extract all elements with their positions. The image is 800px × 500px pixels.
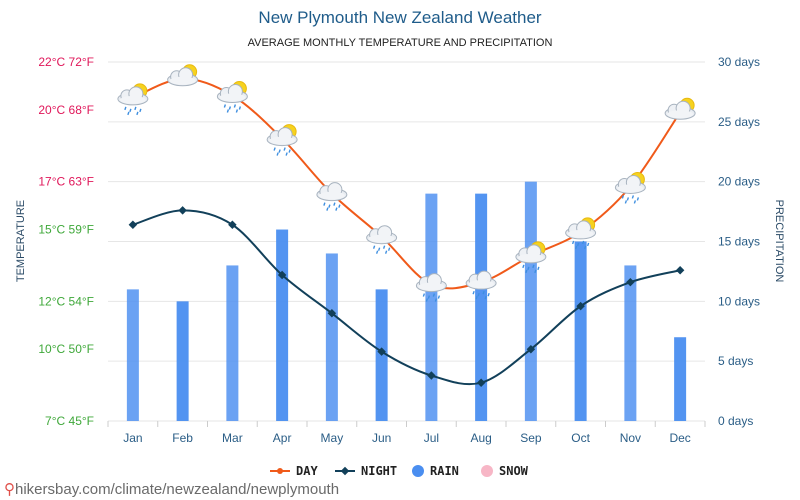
x-tick-label-nov: Nov bbox=[620, 431, 641, 445]
left-axis-ticks: 7°C 45°F 10°C 50°F 12°C 54°F 15°C 59°F 17°C … bbox=[38, 55, 94, 428]
left-tick-label: 10°C 50°F bbox=[38, 342, 94, 356]
x-tick-label-oct: Oct bbox=[571, 431, 590, 445]
rain-bar-sep bbox=[524, 181, 537, 421]
partly-cloudy-icon bbox=[167, 64, 199, 87]
night-point-jan bbox=[128, 220, 138, 229]
x-tick-label-mar: Mar bbox=[222, 431, 243, 445]
left-tick-label: 20°C 68°F bbox=[38, 103, 94, 117]
left-tick-label: 15°C 59°F bbox=[38, 223, 94, 237]
rain-bar-oct bbox=[574, 241, 587, 421]
x-tick-label-dec: Dec bbox=[669, 431, 690, 445]
cloud-rain-icon bbox=[316, 182, 348, 211]
partly-cloudy-rain-icon bbox=[565, 217, 597, 250]
rain-bar-may bbox=[325, 253, 338, 421]
x-tick-label-feb: Feb bbox=[172, 431, 193, 445]
partly-cloudy-rain-icon bbox=[117, 83, 149, 116]
rain-bar-feb bbox=[176, 301, 189, 421]
rain-bar-dec bbox=[674, 337, 687, 421]
rain-bar-nov bbox=[624, 265, 637, 421]
x-tick-label-sep: Sep bbox=[520, 431, 542, 445]
legend-item-snow[interactable]: SNOW bbox=[481, 464, 529, 478]
rain-bar-mar bbox=[226, 265, 239, 421]
footer-link[interactable]: hikersbay.com/climate/newzealand/newplym… bbox=[15, 481, 340, 498]
cloud-rain-icon bbox=[366, 225, 398, 254]
night-line bbox=[132, 209, 681, 386]
x-tick-label-aug: Aug bbox=[470, 431, 491, 445]
legend-label: SNOW bbox=[499, 464, 529, 478]
rain-bars bbox=[126, 181, 687, 421]
cloud-rain-icon bbox=[465, 270, 497, 300]
partly-cloudy-rain-icon bbox=[266, 124, 298, 156]
night-point-nov bbox=[626, 277, 635, 287]
night-point-dec bbox=[675, 265, 685, 275]
day-line bbox=[132, 77, 681, 290]
x-tick-label-apr: Apr bbox=[273, 431, 292, 445]
right-tick-label: 5 days bbox=[718, 354, 753, 368]
night-point-aug bbox=[476, 378, 486, 387]
night-point-feb bbox=[178, 206, 187, 215]
temperature-lines bbox=[128, 77, 685, 387]
legend-item-night[interactable]: NIGHT bbox=[335, 464, 397, 478]
legend-label: DAY bbox=[296, 464, 318, 478]
x-tick-label-jul: Jul bbox=[424, 431, 439, 445]
right-tick-label: 10 days bbox=[718, 294, 760, 308]
legend-label: RAIN bbox=[430, 464, 459, 478]
legend: DAY NIGHT RAIN SNOW bbox=[270, 464, 529, 478]
rain-bar-jan bbox=[126, 289, 139, 421]
map-pin-icon: ⚲ bbox=[4, 481, 15, 498]
rain-bar-apr bbox=[276, 229, 289, 421]
rain-bar-aug bbox=[475, 193, 488, 421]
chart-subtitle: AVERAGE MONTHLY TEMPERATURE AND PRECIPIT… bbox=[248, 37, 553, 49]
x-axis-ticks: Jan Feb Mar Apr May Jun Jul Aug Sep Oct Nov Dec bbox=[123, 431, 691, 445]
right-axis-ticks: 0 days 5 days 10 days 15 days 20 days 25 days… bbox=[718, 55, 760, 428]
partly-cloudy-rain-icon bbox=[614, 171, 646, 204]
night-point-may bbox=[327, 309, 337, 318]
right-tick-label: 0 days bbox=[718, 414, 753, 428]
grid-lines bbox=[107, 61, 706, 427]
footer[interactable]: ⚲hikersbay.com/climate/newzealand/newply… bbox=[4, 480, 339, 498]
left-tick-label: 22°C 72°F bbox=[38, 55, 94, 69]
left-tick-label: 17°C 63°F bbox=[38, 175, 94, 189]
x-tick-label-jan: Jan bbox=[123, 431, 142, 445]
weather-icons bbox=[117, 64, 696, 302]
right-tick-label: 30 days bbox=[718, 55, 760, 69]
right-tick-label: 15 days bbox=[718, 235, 760, 249]
right-axis-title: PRECIPITATION bbox=[773, 200, 785, 283]
night-point-mar bbox=[228, 220, 237, 229]
rain-bar-jul bbox=[425, 193, 438, 421]
left-tick-label: 7°C 45°F bbox=[45, 414, 94, 428]
partly-cloudy-icon bbox=[664, 97, 696, 120]
right-tick-label: 20 days bbox=[718, 175, 760, 189]
x-tick-label-jun: Jun bbox=[372, 431, 391, 445]
partly-cloudy-rain-icon bbox=[515, 241, 547, 274]
x-tick-label-may: May bbox=[321, 431, 344, 445]
legend-item-rain[interactable]: RAIN bbox=[412, 464, 459, 478]
cloud-rain-icon bbox=[415, 273, 447, 302]
night-point-oct bbox=[576, 301, 585, 311]
right-tick-label: 25 days bbox=[718, 115, 760, 129]
legend-item-day[interactable]: DAY bbox=[270, 464, 318, 478]
night-point-jul bbox=[427, 371, 436, 380]
night-point-sep bbox=[526, 344, 536, 354]
left-axis-title: TEMPERATURE bbox=[15, 200, 27, 282]
night-point-jun bbox=[377, 347, 386, 356]
chart-title: New Plymouth New Zealand Weather bbox=[258, 8, 541, 27]
legend-label: NIGHT bbox=[361, 464, 397, 478]
night-point-apr bbox=[277, 270, 287, 280]
partly-cloudy-rain-icon bbox=[216, 81, 248, 113]
left-tick-label: 12°C 54°F bbox=[38, 294, 94, 308]
